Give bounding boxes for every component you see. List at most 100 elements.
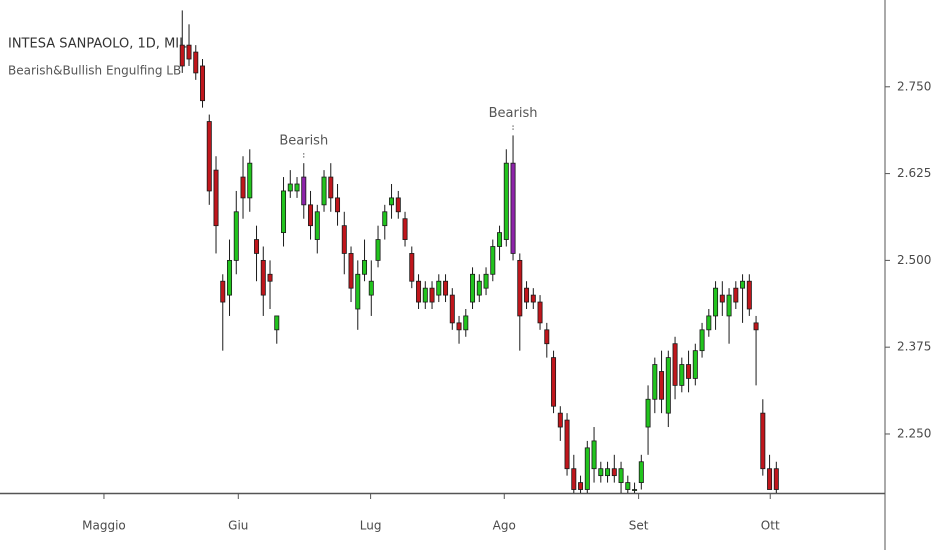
candle-body — [503, 162, 509, 240]
candle-body — [436, 280, 442, 296]
candle-body — [551, 357, 557, 407]
annotation: Bearish — [279, 134, 328, 149]
y-tick-label: 2.2500 — [897, 426, 932, 440]
candle-body — [544, 329, 550, 345]
candle-body — [247, 162, 253, 199]
candle-body — [524, 287, 530, 303]
candle-body — [456, 322, 462, 331]
candle-body — [767, 468, 773, 490]
x-tick-label: Ago — [493, 519, 516, 533]
candle-body — [645, 398, 651, 428]
x-tick-label: Giu — [228, 519, 248, 533]
candle-body — [463, 315, 469, 331]
candle-body — [686, 364, 692, 379]
candle-body — [321, 176, 327, 206]
candle-body — [632, 489, 638, 491]
candle-body — [429, 287, 435, 303]
candle-body — [490, 246, 496, 275]
candle-body — [625, 482, 631, 490]
candle-body — [470, 273, 476, 303]
plot-area — [179, 10, 779, 493]
candle-body — [719, 294, 725, 303]
candle-body — [557, 412, 563, 428]
candle-body — [402, 218, 408, 240]
candle-body — [564, 419, 570, 470]
candle-body — [193, 51, 199, 74]
candle-body — [254, 239, 260, 254]
candle-body — [746, 280, 752, 310]
x-tick-label: Lug — [360, 519, 382, 533]
candle-body — [652, 364, 658, 400]
candle-body — [382, 211, 388, 227]
candle-body — [240, 176, 246, 199]
candle-body — [517, 259, 523, 317]
candle-body — [389, 197, 395, 206]
candle-body — [530, 294, 536, 303]
candle-body — [375, 239, 381, 261]
candle-body — [281, 190, 287, 234]
candle-body — [679, 364, 685, 386]
candle-body — [753, 322, 759, 331]
annotation: Bearish — [489, 106, 538, 121]
candle-body — [726, 294, 732, 317]
candle-body — [294, 183, 300, 192]
y-tick-label: 2.7500 — [897, 79, 932, 93]
candle-body — [274, 315, 280, 331]
candle-body — [611, 468, 617, 477]
candle-body — [476, 280, 482, 296]
candle-body — [773, 468, 779, 490]
chart-title: INTESA SANPAOLO, 1D, MIL — [8, 37, 187, 52]
candle-body — [348, 253, 354, 289]
candle-body — [328, 176, 334, 199]
candle-body — [422, 287, 428, 303]
candle-body — [213, 169, 219, 227]
candle-body — [206, 121, 212, 192]
candle-body — [578, 482, 584, 490]
x-tick-label: Set — [629, 519, 649, 533]
candle-body — [733, 287, 739, 303]
x-tick-label: Maggio — [82, 519, 126, 533]
candle-body — [416, 280, 422, 303]
candle-body — [335, 197, 341, 213]
candle-body — [584, 447, 590, 490]
y-tick-label: 2.5000 — [897, 253, 932, 267]
candle-body — [591, 440, 597, 470]
candle-body — [301, 176, 307, 206]
candle-body — [314, 211, 320, 240]
candle-body — [497, 232, 503, 247]
candle-body — [443, 280, 449, 296]
candle-body — [740, 280, 746, 289]
x-tick-label: Ott — [761, 519, 780, 533]
candle-body — [395, 197, 401, 213]
candle-body — [186, 44, 192, 60]
candle-body — [449, 294, 455, 324]
candle-body — [233, 211, 239, 261]
candle-body — [260, 259, 266, 296]
candle-body — [672, 343, 678, 386]
candle-body — [220, 280, 226, 303]
candle-body — [638, 461, 644, 483]
candle-body — [308, 204, 314, 227]
candle-body — [571, 468, 577, 490]
candle-body — [409, 253, 415, 282]
candle-body — [665, 357, 671, 414]
candle-body — [659, 371, 665, 400]
candle-body — [483, 273, 489, 289]
candle-body — [706, 315, 712, 331]
candle-body — [713, 287, 719, 317]
candle-body — [537, 301, 543, 324]
candle-body — [287, 183, 293, 192]
chart-subtitle: Bearish&Bullish Engulfing LB — [8, 64, 181, 78]
candle-body — [598, 468, 604, 477]
candle-body — [760, 412, 766, 470]
candle-body — [605, 468, 611, 477]
y-tick-label: 2.6250 — [897, 166, 932, 180]
candle-body — [368, 280, 374, 296]
candle-body — [618, 468, 624, 483]
candle-body — [267, 273, 273, 282]
candle-body — [699, 329, 705, 352]
candle-body — [362, 259, 368, 275]
candle-body — [200, 65, 206, 102]
candle-body — [355, 273, 361, 310]
